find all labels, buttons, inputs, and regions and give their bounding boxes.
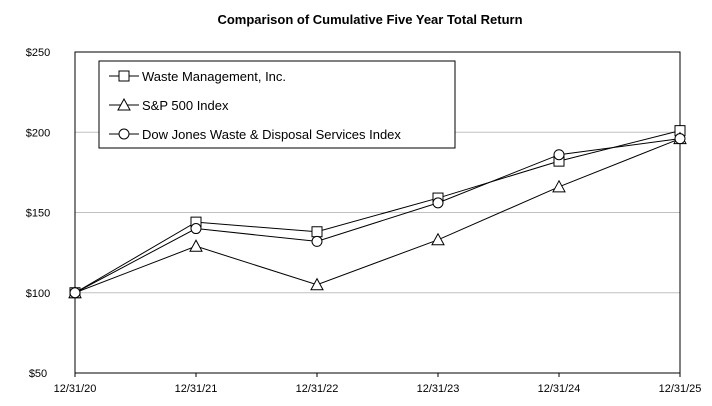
series-line <box>74 130 681 294</box>
circle-marker <box>432 197 444 209</box>
series-line <box>74 138 681 294</box>
plot-area-frame <box>74 51 681 374</box>
triangle-marker <box>117 97 131 111</box>
chart-title: Comparison of Cumulative Five Year Total… <box>217 12 523 27</box>
x-tick-label: 12/31/24 <box>538 383 581 395</box>
x-tick-label: 12/31/20 <box>54 383 97 395</box>
triangle-marker <box>310 277 324 291</box>
x-tick-label: 12/31/22 <box>296 383 339 395</box>
triangle-marker <box>431 232 445 246</box>
x-tick-label: 12/31/25 <box>659 383 702 395</box>
circle-marker <box>190 223 202 235</box>
series-group <box>68 125 687 299</box>
x-axis-ticks: 12/31/20 12/31/21 12/31/22 12/31/23 12/31/24… <box>54 373 702 395</box>
y-axis-ticks: $50 $100 $150 $200 $250 <box>26 47 50 380</box>
circle-marker <box>553 149 565 161</box>
circle-marker <box>674 133 686 145</box>
x-tick-label: 12/31/21 <box>175 383 218 395</box>
y-tick-label: $150 <box>26 208 50 220</box>
legend-label: Dow Jones Waste & Disposal Services Inde… <box>142 127 401 142</box>
circle-marker <box>118 128 130 140</box>
circle-marker <box>311 235 323 247</box>
circle-marker <box>69 287 81 299</box>
y-tick-label: $100 <box>26 288 50 300</box>
legend-frame <box>98 60 456 149</box>
y-tick-label: $200 <box>26 127 50 139</box>
square-marker <box>311 226 323 238</box>
legend: Waste Management, Inc. S&P 500 Index Dow J… <box>98 60 456 149</box>
square-marker <box>118 70 130 82</box>
legend-label: Waste Management, Inc. <box>142 69 286 84</box>
legend-label: S&P 500 Index <box>142 98 229 113</box>
y-tick-label: $50 <box>29 368 47 380</box>
x-tick-label: 12/31/23 <box>417 383 460 395</box>
triangle-marker <box>552 179 566 193</box>
triangle-marker <box>189 239 203 252</box>
series-line <box>74 138 681 294</box>
gridlines <box>75 131 680 294</box>
y-tick-label: $250 <box>26 47 50 59</box>
